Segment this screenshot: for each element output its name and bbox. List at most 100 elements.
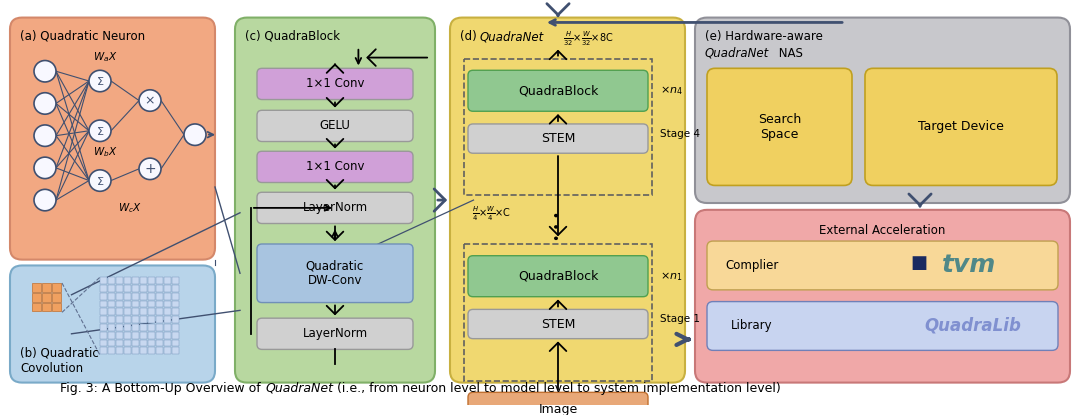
Circle shape — [89, 120, 111, 142]
Circle shape — [33, 125, 56, 146]
Bar — [148, 347, 156, 354]
Text: Image: Image — [538, 403, 578, 415]
Text: Quadratic
DW-Conv: Quadratic DW-Conv — [306, 259, 364, 287]
Text: QuadraLib: QuadraLib — [924, 317, 1022, 335]
Bar — [116, 285, 123, 292]
Bar — [116, 332, 123, 339]
Bar — [108, 293, 114, 300]
Text: Target Device: Target Device — [918, 120, 1004, 133]
FancyBboxPatch shape — [468, 256, 648, 297]
Bar — [124, 300, 131, 308]
Bar — [164, 285, 171, 292]
Bar — [124, 293, 131, 300]
Bar — [464, 244, 652, 381]
Bar — [148, 277, 156, 284]
Bar — [172, 293, 179, 300]
Circle shape — [33, 157, 56, 178]
Bar — [164, 316, 171, 323]
Circle shape — [139, 158, 161, 180]
FancyBboxPatch shape — [257, 192, 413, 224]
FancyBboxPatch shape — [257, 110, 413, 142]
Bar — [132, 277, 139, 284]
Bar — [164, 293, 171, 300]
Bar — [124, 277, 131, 284]
Text: Stage 1: Stage 1 — [660, 314, 700, 324]
Circle shape — [89, 170, 111, 191]
FancyBboxPatch shape — [865, 68, 1057, 186]
Bar — [132, 347, 139, 354]
Text: STEM: STEM — [541, 317, 576, 330]
Text: QuadraNet: QuadraNet — [265, 382, 333, 395]
FancyBboxPatch shape — [707, 302, 1058, 350]
Bar — [132, 339, 139, 347]
Bar — [172, 308, 179, 315]
Text: ■: ■ — [910, 254, 928, 271]
Bar — [172, 285, 179, 292]
Bar — [148, 339, 156, 347]
Bar — [172, 332, 179, 339]
Bar — [132, 324, 139, 331]
Bar — [156, 308, 163, 315]
Circle shape — [33, 61, 56, 82]
Text: QuadraBlock: QuadraBlock — [517, 84, 598, 97]
Bar — [164, 332, 171, 339]
Bar — [164, 300, 171, 308]
Text: Complier: Complier — [726, 259, 779, 272]
Bar — [156, 339, 163, 347]
Bar — [32, 293, 41, 302]
Text: (b) Quadratic
Covolution: (b) Quadratic Covolution — [21, 347, 98, 375]
Bar — [100, 308, 107, 315]
Bar — [116, 308, 123, 315]
Bar — [100, 316, 107, 323]
Bar — [164, 339, 171, 347]
Bar — [156, 300, 163, 308]
Bar — [42, 283, 51, 292]
Bar — [156, 316, 163, 323]
Bar — [164, 347, 171, 354]
Bar — [140, 277, 147, 284]
Bar — [116, 316, 123, 323]
Bar — [140, 347, 147, 354]
Bar — [42, 293, 51, 302]
Text: QuadraNet: QuadraNet — [480, 30, 544, 43]
Bar — [140, 339, 147, 347]
Text: tvm: tvm — [942, 254, 997, 278]
Circle shape — [33, 189, 56, 211]
Text: GELU: GELU — [320, 120, 350, 132]
Bar — [172, 324, 179, 331]
Bar — [108, 339, 114, 347]
Bar — [156, 293, 163, 300]
Bar — [124, 347, 131, 354]
FancyBboxPatch shape — [468, 392, 648, 415]
Text: $\Sigma$: $\Sigma$ — [96, 175, 104, 187]
Bar — [132, 332, 139, 339]
Bar — [116, 324, 123, 331]
Text: QuadraNet: QuadraNet — [705, 47, 769, 60]
Bar — [108, 308, 114, 315]
FancyBboxPatch shape — [10, 266, 215, 383]
Text: $\frac{H}{4}$×$\frac{W}{4}$×C: $\frac{H}{4}$×$\frac{W}{4}$×C — [472, 205, 511, 223]
Bar — [164, 308, 171, 315]
Circle shape — [139, 90, 161, 111]
Bar — [140, 332, 147, 339]
Bar — [140, 300, 147, 308]
Bar — [140, 285, 147, 292]
Text: ×: × — [145, 94, 156, 107]
Bar — [116, 300, 123, 308]
Bar — [148, 332, 156, 339]
Text: 1×1 Conv: 1×1 Conv — [306, 78, 364, 90]
Text: ×$n_1$: ×$n_1$ — [660, 270, 683, 283]
Bar — [148, 316, 156, 323]
FancyBboxPatch shape — [696, 210, 1070, 383]
Bar — [156, 277, 163, 284]
Text: $\frac{H}{32}$×$\frac{W}{32}$×8C: $\frac{H}{32}$×$\frac{W}{32}$×8C — [563, 30, 613, 49]
Bar — [100, 300, 107, 308]
FancyBboxPatch shape — [450, 17, 685, 383]
FancyBboxPatch shape — [696, 17, 1070, 203]
Text: $W_aX$: $W_aX$ — [93, 50, 117, 63]
Bar — [464, 59, 652, 195]
FancyBboxPatch shape — [707, 241, 1058, 290]
Bar — [132, 316, 139, 323]
Bar — [124, 316, 131, 323]
Bar — [156, 332, 163, 339]
